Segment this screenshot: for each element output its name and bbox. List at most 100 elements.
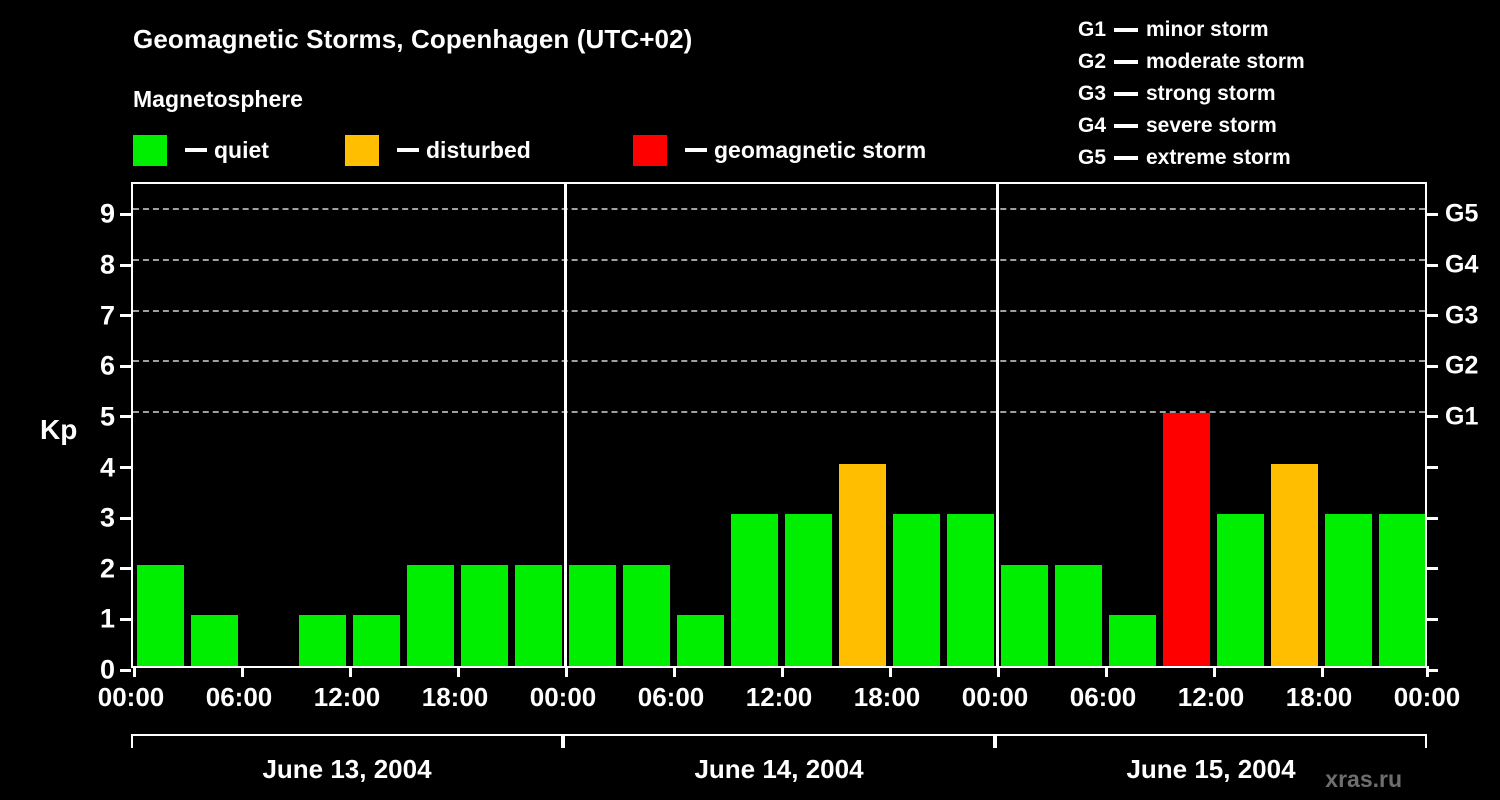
y-tick-label: 6 [99,350,115,381]
x-tick-label: 00:00 [1393,682,1461,712]
g-scale-dash-icon [1114,60,1138,64]
x-tick-label: 12:00 [1177,682,1245,712]
bar[interactable] [190,615,238,666]
legend-item-1: disturbed [345,134,531,166]
y-tick-right-0 [1427,668,1438,672]
y-tick-3 [120,516,131,520]
g-scale-row-g1: G1 minor storm [1078,14,1305,46]
x-tick-label: 00:00 [961,682,1029,712]
bar[interactable] [676,615,724,666]
bar[interactable] [568,564,616,666]
bar[interactable] [460,564,508,666]
quiet-swatch [133,134,167,166]
y-tick-7 [120,314,131,318]
y-tick-0 [120,668,131,672]
y-tick-right-8 [1427,263,1438,267]
g-scale-dash-icon [1114,28,1138,32]
y-tick-label: 1 [99,603,115,634]
disturbed-swatch [345,134,379,166]
bar[interactable] [892,514,940,666]
x-tick-label: 12:00 [313,682,381,712]
y-tick-right-3 [1427,516,1438,520]
chart-subtitle: Magnetosphere [133,86,303,112]
g-scale-description: strong storm [1146,82,1276,105]
gridline-kp-8 [133,259,1425,261]
y-tick-9 [120,212,131,216]
legend-label: quiet [214,136,269,163]
y-tick-8 [120,263,131,267]
g-scale-code: G1 [1078,18,1107,41]
g-axis-label-g1: G1 [1445,402,1479,431]
gridline-kp-9 [133,208,1425,211]
y-tick-label: 9 [99,198,115,229]
x-tick [673,666,676,677]
x-tick [889,666,892,677]
storm-swatch [633,134,667,166]
gridline-kp-6 [133,360,1425,363]
bar[interactable] [352,615,400,666]
bar[interactable] [1000,564,1048,666]
bar[interactable] [946,514,994,666]
bar[interactable] [622,564,670,666]
bar[interactable] [1270,463,1318,666]
legend-item-0: quiet [133,134,269,166]
y-tick-label: 0 [99,654,115,685]
legend-dash-icon [397,148,419,152]
g-scale-code: G5 [1078,146,1107,169]
bar[interactable] [298,615,346,666]
x-tick [241,666,244,677]
x-tick-label: 00:00 [529,682,597,712]
bar[interactable] [136,564,184,666]
legend-dash-icon [685,148,707,152]
bar[interactable] [1216,514,1264,666]
bar[interactable] [406,564,454,666]
x-tick [1321,666,1324,677]
g-scale-row-g5: G5 extreme storm [1078,142,1305,174]
plot-area: 0 1 2 3 4 5 6 7 8 9 G1 G2 G3 G4 G5 [100,182,1478,683]
x-tick [565,666,568,677]
y-tick-label: 5 [99,401,115,432]
bar[interactable] [1054,564,1102,666]
day-bracket [563,734,995,748]
bar[interactable] [1378,514,1425,666]
gridline-kp-5 [133,410,1425,413]
bar[interactable] [514,564,562,666]
g-scale-description: extreme storm [1146,146,1291,169]
legend-label: disturbed [426,136,531,163]
x-tick [1213,666,1216,677]
x-tick [781,666,784,677]
g-axis-label-g4: G4 [1445,250,1479,279]
gridline-kp-7 [133,309,1425,312]
bars-container [133,184,1425,666]
g-axis-label-g2: G2 [1445,351,1479,380]
y-tick-6 [120,364,131,368]
day-label: June 13, 2004 [262,754,432,784]
y-tick-5 [120,415,131,419]
bar[interactable] [1162,412,1210,666]
x-tick-label: 18:00 [853,682,921,712]
bar[interactable] [1324,514,1372,666]
day-label: June 14, 2004 [694,754,864,784]
y-tick-right-4 [1427,466,1438,469]
x-tick-label: 00:00 [97,682,165,712]
x-tick-label: 06:00 [637,682,705,712]
y-tick-right-6 [1427,364,1438,368]
bar[interactable] [1108,615,1156,666]
y-axis-title: Kp [40,414,78,445]
y-tick-1 [120,617,131,621]
day-separator [995,184,999,666]
bar[interactable] [784,514,832,666]
g-scale-row-g3: G3 strong storm [1078,78,1305,110]
x-tick [349,666,352,677]
y-tick-right-7 [1427,314,1438,318]
x-tick-label: 12:00 [745,682,813,712]
bar[interactable] [838,463,886,666]
g-scale-code: G3 [1078,82,1107,105]
g-scale-legend: G1 minor storm G2 moderate storm G3 strong st… [1078,14,1305,174]
bar[interactable] [730,514,778,666]
day-label: June 15, 2004 [1126,754,1296,784]
x-tick [1105,666,1108,677]
g-scale-description: moderate storm [1146,50,1305,73]
x-tick-label: 06:00 [1069,682,1137,712]
